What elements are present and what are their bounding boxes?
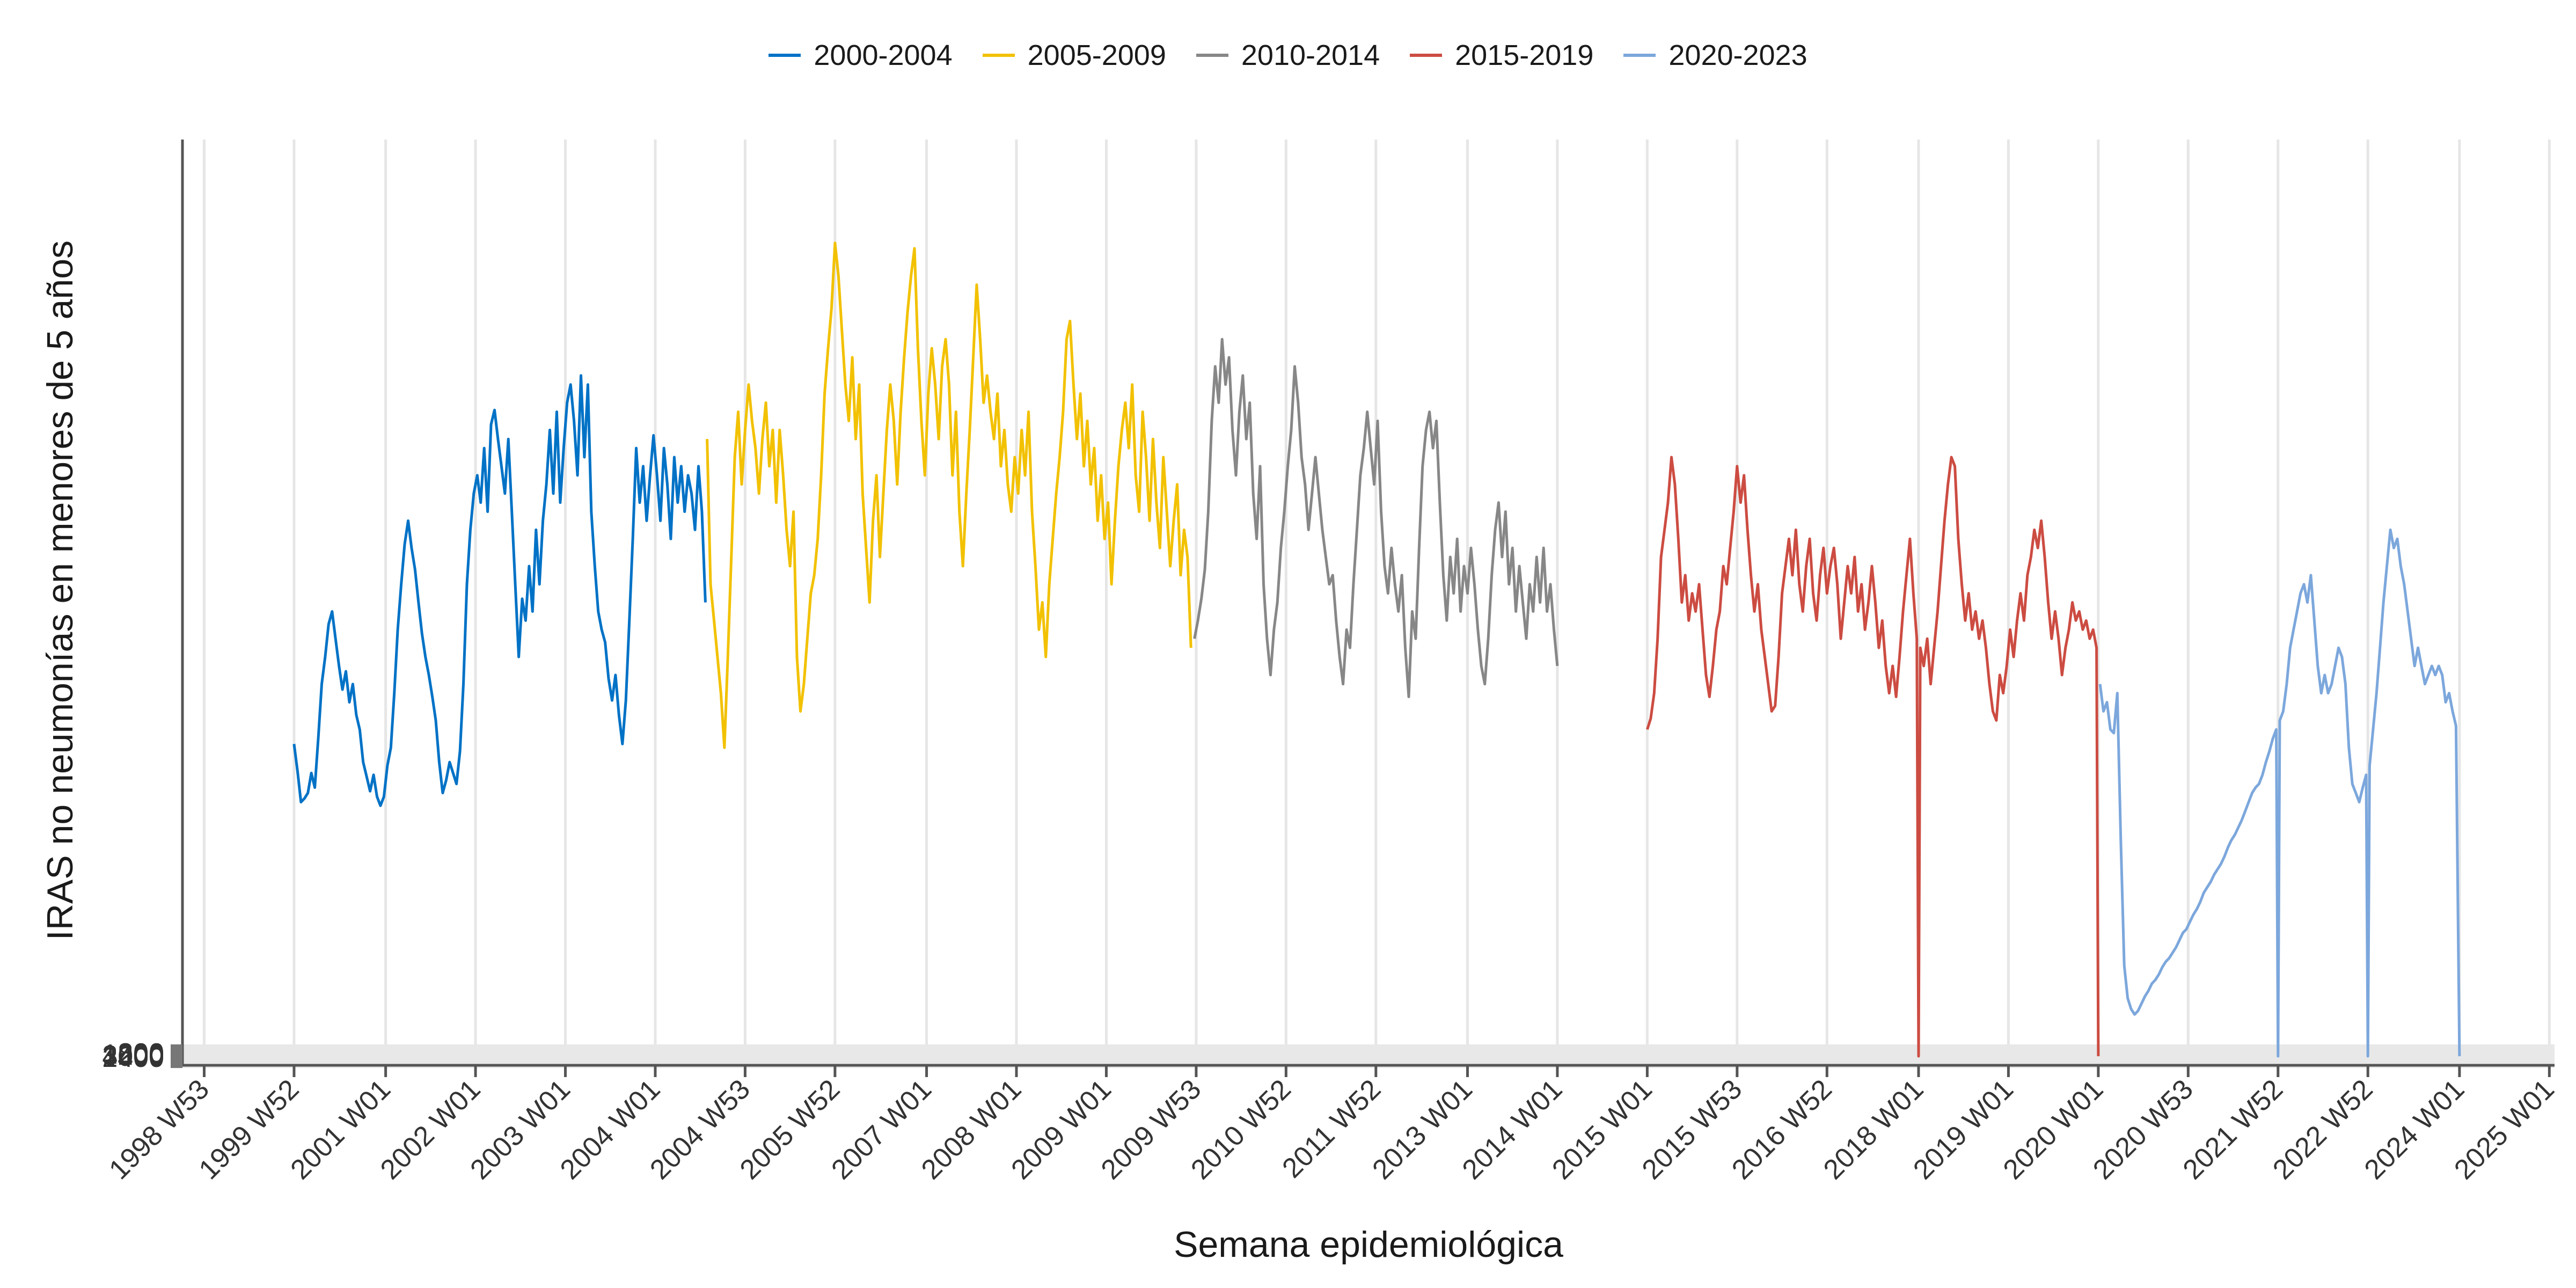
series-line-2000-2004 bbox=[292, 374, 707, 807]
legend-label: 2010-2014 bbox=[1241, 39, 1380, 71]
legend-swatch bbox=[1623, 54, 1656, 57]
y-tick-label-4000: 4000 bbox=[102, 1041, 164, 1072]
y-tick-label-1600: 1600 bbox=[102, 1039, 164, 1070]
series-line-2015-2019 bbox=[1646, 456, 2100, 1058]
series-layer bbox=[292, 241, 2461, 1058]
legend-item-2005-2009: 2005-2009 bbox=[982, 39, 1166, 72]
y-tick-label-2400: 2400 bbox=[102, 1042, 164, 1073]
legend-label: 2000-2004 bbox=[814, 39, 953, 71]
series-line-2020-2023 bbox=[2098, 528, 2461, 1058]
y-axis-label: IRAS no neumonías en menores de 5 años bbox=[40, 240, 80, 941]
legend-label: 2020-2023 bbox=[1668, 39, 1807, 71]
legend: 2000-2004 2005-2009 2010-2014 2015-2019 2020… bbox=[0, 39, 2576, 72]
legend-swatch bbox=[982, 54, 1015, 57]
y-tick-mark bbox=[171, 1044, 182, 1069]
x-axis-label: Semana epidemiológica bbox=[1174, 1224, 1563, 1265]
y-tick-label-800: 800 bbox=[118, 1038, 164, 1069]
legend-swatch bbox=[1410, 54, 1443, 57]
legend-item-2015-2019: 2015-2019 bbox=[1410, 39, 1593, 72]
series-line-2010-2014 bbox=[1193, 338, 1559, 698]
legend-swatch bbox=[769, 54, 801, 57]
grid-lines bbox=[202, 140, 2551, 1065]
series-line-2005-2009 bbox=[706, 241, 1192, 749]
legend-swatch bbox=[1196, 54, 1228, 57]
legend-item-2020-2023: 2020-2023 bbox=[1623, 39, 1807, 72]
y-tick-label-3200: 3200 bbox=[102, 1040, 164, 1071]
axes bbox=[181, 140, 2555, 1067]
legend-item-2000-2004: 2000-2004 bbox=[769, 39, 953, 72]
legend-item-2010-2014: 2010-2014 bbox=[1196, 39, 1380, 72]
legend-label: 2005-2009 bbox=[1027, 39, 1166, 71]
legend-label: 2015-2019 bbox=[1455, 39, 1594, 71]
